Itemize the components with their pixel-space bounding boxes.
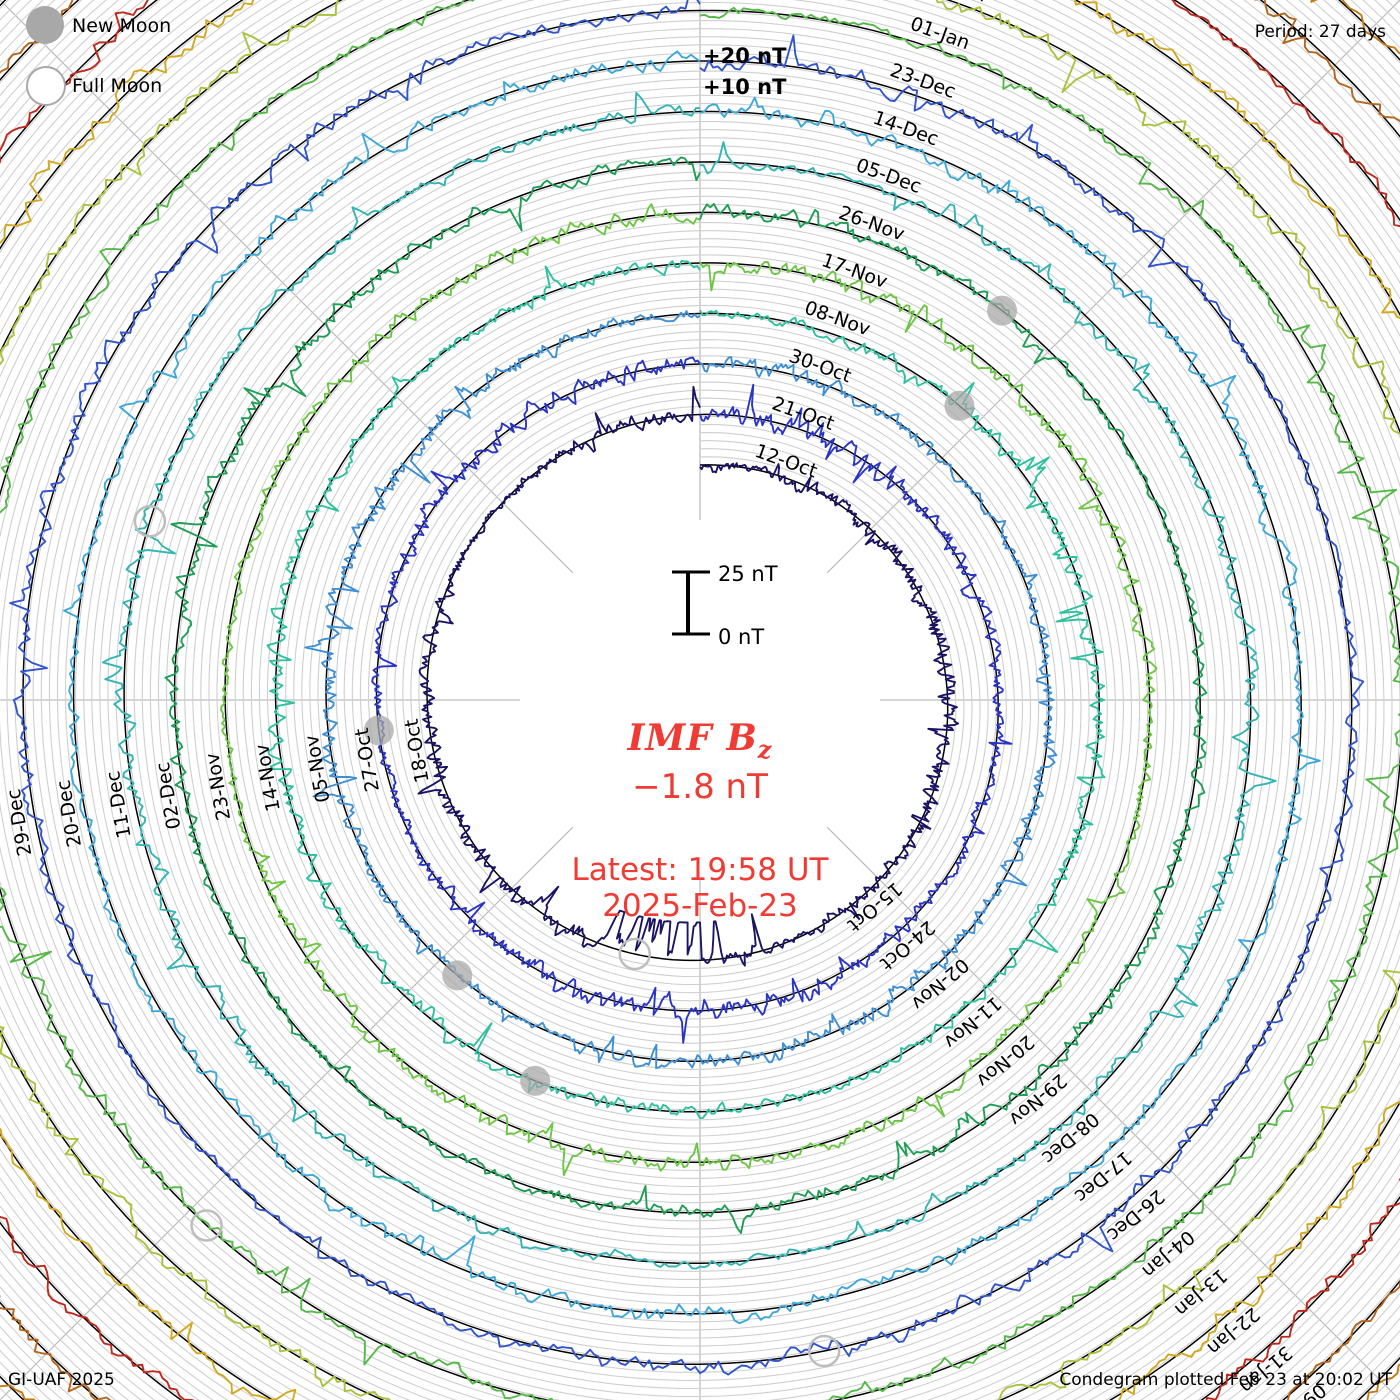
spiral-date-label: 05-Dec xyxy=(853,154,924,198)
radial-tick-20nt: +20 nT xyxy=(703,44,787,68)
copyright-label: GI-UAF 2025 xyxy=(8,1370,115,1390)
latest-date: 2025-Feb-23 xyxy=(602,887,798,924)
spiral-date-label: 17-Nov xyxy=(819,249,891,293)
moon-marker-full xyxy=(133,505,167,538)
scale-bar xyxy=(672,570,710,636)
period-label: Period: 27 days xyxy=(1254,22,1386,42)
center-readout: IMF Bz −1.8 nT Latest: 19:58 UT 2025-Feb… xyxy=(430,717,970,924)
moon-phase-markers xyxy=(133,295,1018,1368)
imf-title-subscript: z xyxy=(757,735,773,765)
moon-marker-new xyxy=(944,390,975,421)
radial-tick-10nt: +10 nT xyxy=(703,75,787,99)
moon-marker-full xyxy=(190,1209,223,1242)
moon-marker-new xyxy=(442,960,473,991)
spiral-date-label: 08-Nov xyxy=(802,297,874,341)
spiral-date-label: 14-Dec xyxy=(870,107,941,151)
imf-current-value: −1.8 nT xyxy=(632,766,768,807)
moon-marker-new xyxy=(520,1065,551,1096)
spiral-date-label: 04-Jan xyxy=(1138,1226,1199,1282)
plotted-timestamp-label: Condegram plotted Feb 23 at 20:02 UT xyxy=(1059,1370,1392,1390)
scalebar-top-label: 25 nT xyxy=(718,562,778,586)
new-moon-label: New Moon xyxy=(72,15,172,37)
scalebar-bottom-label: 0 nT xyxy=(718,625,765,649)
imf-title-main: IMF B xyxy=(627,717,758,759)
latest-time: Latest: 19:58 UT xyxy=(571,851,829,888)
spiral-date-label: 13-Jan xyxy=(1170,1264,1231,1320)
imf-title: IMF Bz xyxy=(430,717,970,765)
moon-marker-full xyxy=(807,1334,841,1368)
moon-marker-new xyxy=(987,295,1018,326)
moon-marker-new xyxy=(363,715,394,746)
full-moon-label: Full Moon xyxy=(72,75,163,97)
new-moon-swatch xyxy=(26,6,64,44)
moon-marker-full xyxy=(618,937,652,971)
full-moon-swatch xyxy=(26,66,66,106)
spiral-date-label: 12-Oct xyxy=(752,440,820,483)
